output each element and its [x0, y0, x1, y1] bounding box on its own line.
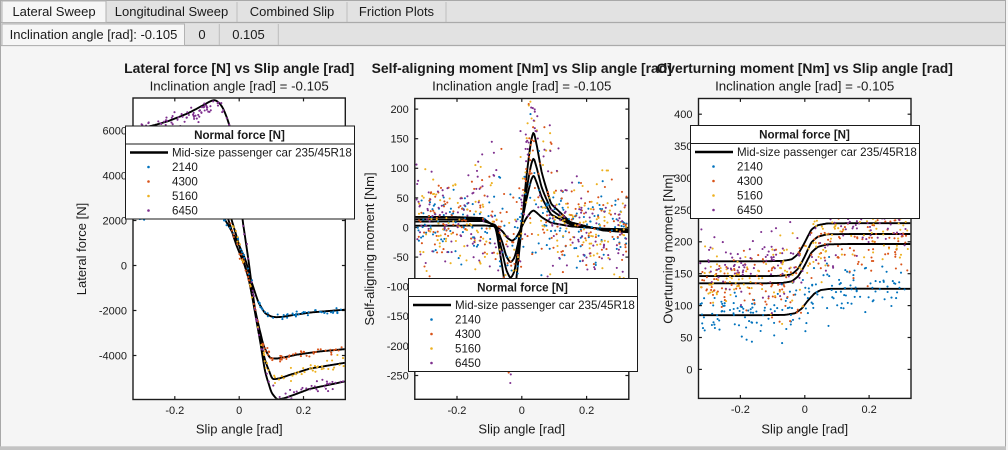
svg-text:6450: 6450	[737, 204, 763, 217]
svg-text:-2000: -2000	[99, 305, 127, 317]
svg-text:-0.2: -0.2	[731, 404, 750, 416]
svg-text:Mid-size passenger car 235/45R: Mid-size passenger car 235/45R18	[172, 147, 352, 160]
svg-text:350: 350	[674, 141, 692, 153]
svg-text:Combined Slip: Combined Slip	[250, 4, 335, 19]
svg-text:Inclination angle [rad]: -0.10: Inclination angle [rad]: -0.105	[10, 27, 178, 42]
svg-text:0: 0	[121, 260, 127, 272]
svg-text:-200: -200	[387, 341, 409, 353]
svg-text:-150: -150	[387, 311, 409, 323]
svg-text:200: 200	[390, 104, 408, 116]
svg-text:Longitudinal Sweep: Longitudinal Sweep	[115, 4, 228, 19]
svg-text:Self-aligning moment [Nm] vs S: Self-aligning moment [Nm] vs Slip angle …	[372, 60, 672, 76]
svg-text:5160: 5160	[455, 343, 481, 356]
svg-text:Inclination angle [rad] = -0.1: Inclination angle [rad] = -0.105	[715, 78, 894, 93]
svg-text:-4000: -4000	[99, 350, 127, 362]
svg-text:100: 100	[390, 163, 408, 175]
svg-text:0: 0	[519, 405, 525, 417]
svg-text:6450: 6450	[455, 357, 481, 370]
svg-text:100: 100	[674, 301, 692, 313]
svg-text:0: 0	[686, 364, 692, 376]
svg-text:50: 50	[680, 332, 692, 344]
svg-text:Overturning moment [Nm] vs Sli: Overturning moment [Nm] vs Slip angle [r…	[657, 60, 953, 76]
svg-text:0.2: 0.2	[579, 405, 594, 417]
svg-text:400: 400	[674, 109, 692, 121]
svg-text:2140: 2140	[737, 161, 763, 174]
svg-text:Slip angle [rad]: Slip angle [rad]	[478, 422, 565, 437]
svg-text:4300: 4300	[737, 175, 763, 188]
svg-text:Self-aligning moment [Nm]: Self-aligning moment [Nm]	[362, 172, 377, 325]
svg-text:Lateral force [N] vs Slip angl: Lateral force [N] vs Slip angle [rad]	[124, 60, 354, 76]
svg-text:Normal force [N]: Normal force [N]	[477, 282, 568, 295]
svg-text:Normal force [N]: Normal force [N]	[759, 129, 850, 142]
svg-text:4000: 4000	[103, 170, 127, 182]
svg-text:0.2: 0.2	[862, 404, 877, 416]
svg-text:Inclination angle [rad] = -0.1: Inclination angle [rad] = -0.105	[432, 78, 611, 93]
svg-text:0: 0	[403, 222, 409, 234]
svg-text:Lateral Sweep: Lateral Sweep	[12, 4, 95, 19]
svg-text:300: 300	[674, 173, 692, 185]
svg-text:5160: 5160	[737, 190, 763, 203]
svg-text:250: 250	[674, 205, 692, 217]
svg-text:Friction Plots: Friction Plots	[359, 4, 435, 19]
svg-text:Lateral force [N]: Lateral force [N]	[74, 203, 89, 296]
svg-text:2000: 2000	[103, 215, 127, 227]
svg-text:-250: -250	[387, 370, 409, 382]
svg-text:Slip angle [rad]: Slip angle [rad]	[196, 422, 283, 437]
svg-text:Overturning moment [Nm]: Overturning moment [Nm]	[661, 174, 676, 324]
svg-text:200: 200	[674, 237, 692, 249]
svg-text:6450: 6450	[172, 205, 198, 218]
svg-text:150: 150	[674, 269, 692, 281]
svg-text:-0.2: -0.2	[447, 405, 466, 417]
svg-text:-0.2: -0.2	[165, 405, 184, 417]
svg-text:0.2: 0.2	[296, 405, 311, 417]
svg-text:Mid-size passenger car 235/45R: Mid-size passenger car 235/45R18	[737, 146, 917, 159]
svg-text:50: 50	[397, 193, 409, 205]
svg-text:2140: 2140	[172, 161, 198, 174]
svg-text:5160: 5160	[172, 190, 198, 203]
svg-text:Mid-size passenger car 235/45R: Mid-size passenger car 235/45R18	[455, 299, 635, 312]
svg-text:0.105: 0.105	[232, 27, 265, 42]
svg-text:Normal force [N]: Normal force [N]	[194, 129, 285, 142]
svg-text:2140: 2140	[455, 314, 481, 327]
svg-text:4300: 4300	[172, 176, 198, 189]
svg-text:0: 0	[236, 405, 242, 417]
svg-text:Slip angle [rad]: Slip angle [rad]	[761, 422, 848, 437]
svg-text:4300: 4300	[455, 328, 481, 341]
svg-text:6000: 6000	[103, 125, 127, 137]
svg-text:-50: -50	[393, 252, 409, 264]
svg-text:0: 0	[802, 404, 808, 416]
svg-text:0: 0	[198, 27, 205, 42]
svg-text:Inclination angle [rad] = -0.1: Inclination angle [rad] = -0.105	[150, 78, 329, 93]
svg-text:-100: -100	[387, 282, 409, 294]
svg-text:150: 150	[390, 134, 408, 146]
